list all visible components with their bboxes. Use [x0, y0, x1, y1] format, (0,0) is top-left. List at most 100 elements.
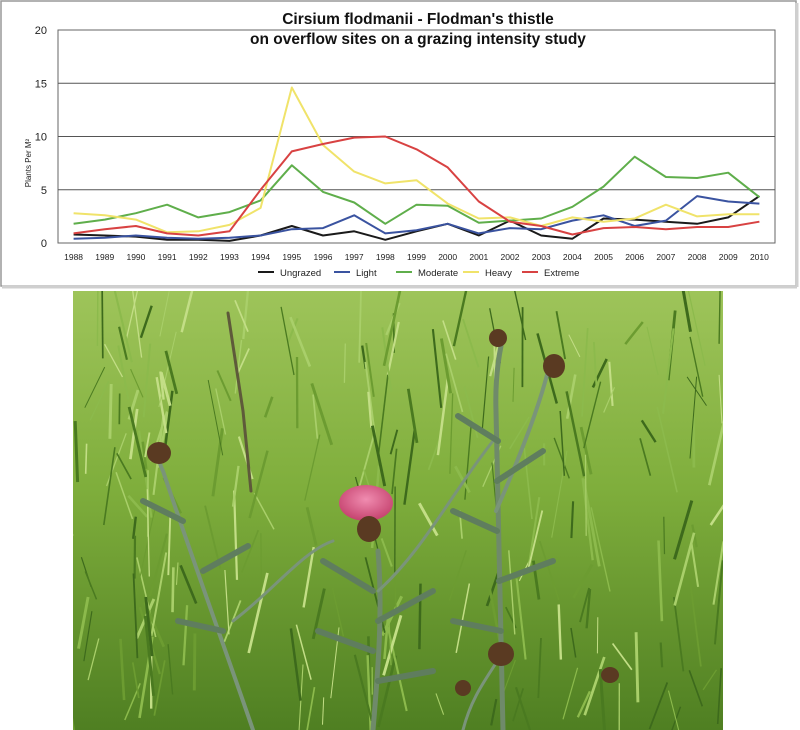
legend-label: Heavy [485, 268, 512, 279]
grass-blade [77, 596, 90, 649]
grass-blade [234, 299, 249, 333]
grass-blade [464, 426, 472, 500]
grass-blade [590, 507, 611, 592]
grass-blade [89, 381, 110, 421]
grass-blade [512, 367, 515, 402]
grass-blade [709, 504, 723, 526]
grass-background [73, 291, 723, 730]
grass-blade [224, 569, 230, 635]
grass-blade [452, 291, 468, 347]
grass-blade [557, 604, 563, 660]
grass-blade [686, 376, 707, 406]
grass-blade [681, 291, 692, 333]
chart-border [0, 0, 797, 287]
grass-blade [713, 560, 723, 645]
grass-blade [689, 336, 704, 397]
grass-blade [463, 386, 479, 439]
grass-blade [237, 436, 254, 480]
grass-blade [242, 291, 250, 340]
grass-blade [439, 338, 453, 394]
thistle-buds [147, 329, 619, 696]
grass-blade [391, 448, 398, 495]
grass-blade [148, 533, 168, 597]
grass-blade [436, 378, 450, 456]
grass-blade [116, 452, 132, 480]
grass-blade [144, 432, 151, 458]
chart-panel: Cirsium flodmanii - Flodman's thistle on… [0, 0, 800, 290]
grass-blade [555, 311, 567, 360]
grass-blade [231, 465, 240, 507]
series-line-extreme [73, 135, 760, 237]
grass-blade [167, 644, 174, 695]
grass-blade [179, 564, 198, 604]
thistle-flower-icon [339, 485, 393, 542]
grass-blade [431, 328, 443, 409]
grass-blade [455, 583, 471, 654]
grass-blade [449, 393, 454, 474]
grass-blade [583, 656, 606, 716]
grass-blade [389, 429, 399, 455]
grass-blade [718, 374, 723, 424]
series-line-light [73, 195, 760, 240]
grass-blade [84, 443, 88, 474]
grass-blade [153, 660, 166, 716]
grass-blade [406, 388, 419, 444]
grass-blade [127, 494, 149, 518]
grass-blade [608, 361, 614, 406]
grass-blade [634, 632, 640, 703]
grass-blade [382, 614, 403, 676]
grass-blade [454, 465, 471, 494]
grass-blade [648, 682, 669, 730]
grass-blade [289, 316, 312, 367]
grass-blade [382, 291, 402, 367]
grass-blade [104, 343, 124, 378]
grass-blade [240, 529, 260, 573]
grass-blade [565, 391, 586, 477]
grass-blade [182, 605, 189, 666]
x-tick-label: 1992 [189, 252, 208, 262]
grass-blade [343, 343, 346, 383]
grass-blade [515, 578, 527, 660]
grass-blade [304, 434, 321, 501]
thistle-photo [73, 291, 723, 730]
grass-blade [306, 686, 316, 730]
grass-blade [562, 667, 579, 720]
grass-blade [570, 501, 575, 539]
grass-blade [234, 340, 243, 394]
y-tick-label: 5 [41, 185, 47, 197]
grass-blade [211, 428, 224, 497]
grass-blade [127, 389, 140, 420]
grass-blade [585, 588, 592, 629]
grass-blade [286, 318, 299, 343]
grass-blade [115, 472, 134, 520]
grass-blade [537, 637, 542, 699]
axis-layer: 0 5 10 15 20 1988 1989 1990 1991 1992 1993 1994 1995… [35, 25, 769, 262]
grass-blade [418, 502, 439, 537]
grass-blade [505, 606, 517, 629]
grass-blade [155, 376, 168, 434]
grass-blade [512, 688, 525, 722]
grass-blade [132, 516, 137, 539]
grass-blade [125, 291, 139, 340]
grass-blade [103, 447, 116, 526]
grass-blade [108, 383, 113, 439]
grass-blade [377, 367, 390, 454]
grass-blade [579, 587, 591, 623]
grass-blade [119, 638, 126, 701]
grass-blade [553, 437, 570, 479]
grass-blade [134, 509, 156, 599]
grass-blade [690, 543, 700, 588]
grass-blade [263, 396, 274, 418]
grass-blade [514, 291, 527, 341]
grass-blade [581, 328, 589, 417]
grass-blade [167, 517, 172, 576]
grass-blade [215, 388, 227, 435]
grass-blade [139, 305, 153, 339]
grass-blade [130, 368, 144, 398]
grass-blade [142, 343, 152, 418]
grass-blade [388, 615, 392, 666]
y-tick-label: 20 [35, 25, 47, 37]
grass-blade [216, 370, 232, 402]
grass-blade [146, 489, 150, 577]
legend: Ungrazed Light Moderate Heavy Extreme [258, 268, 579, 279]
